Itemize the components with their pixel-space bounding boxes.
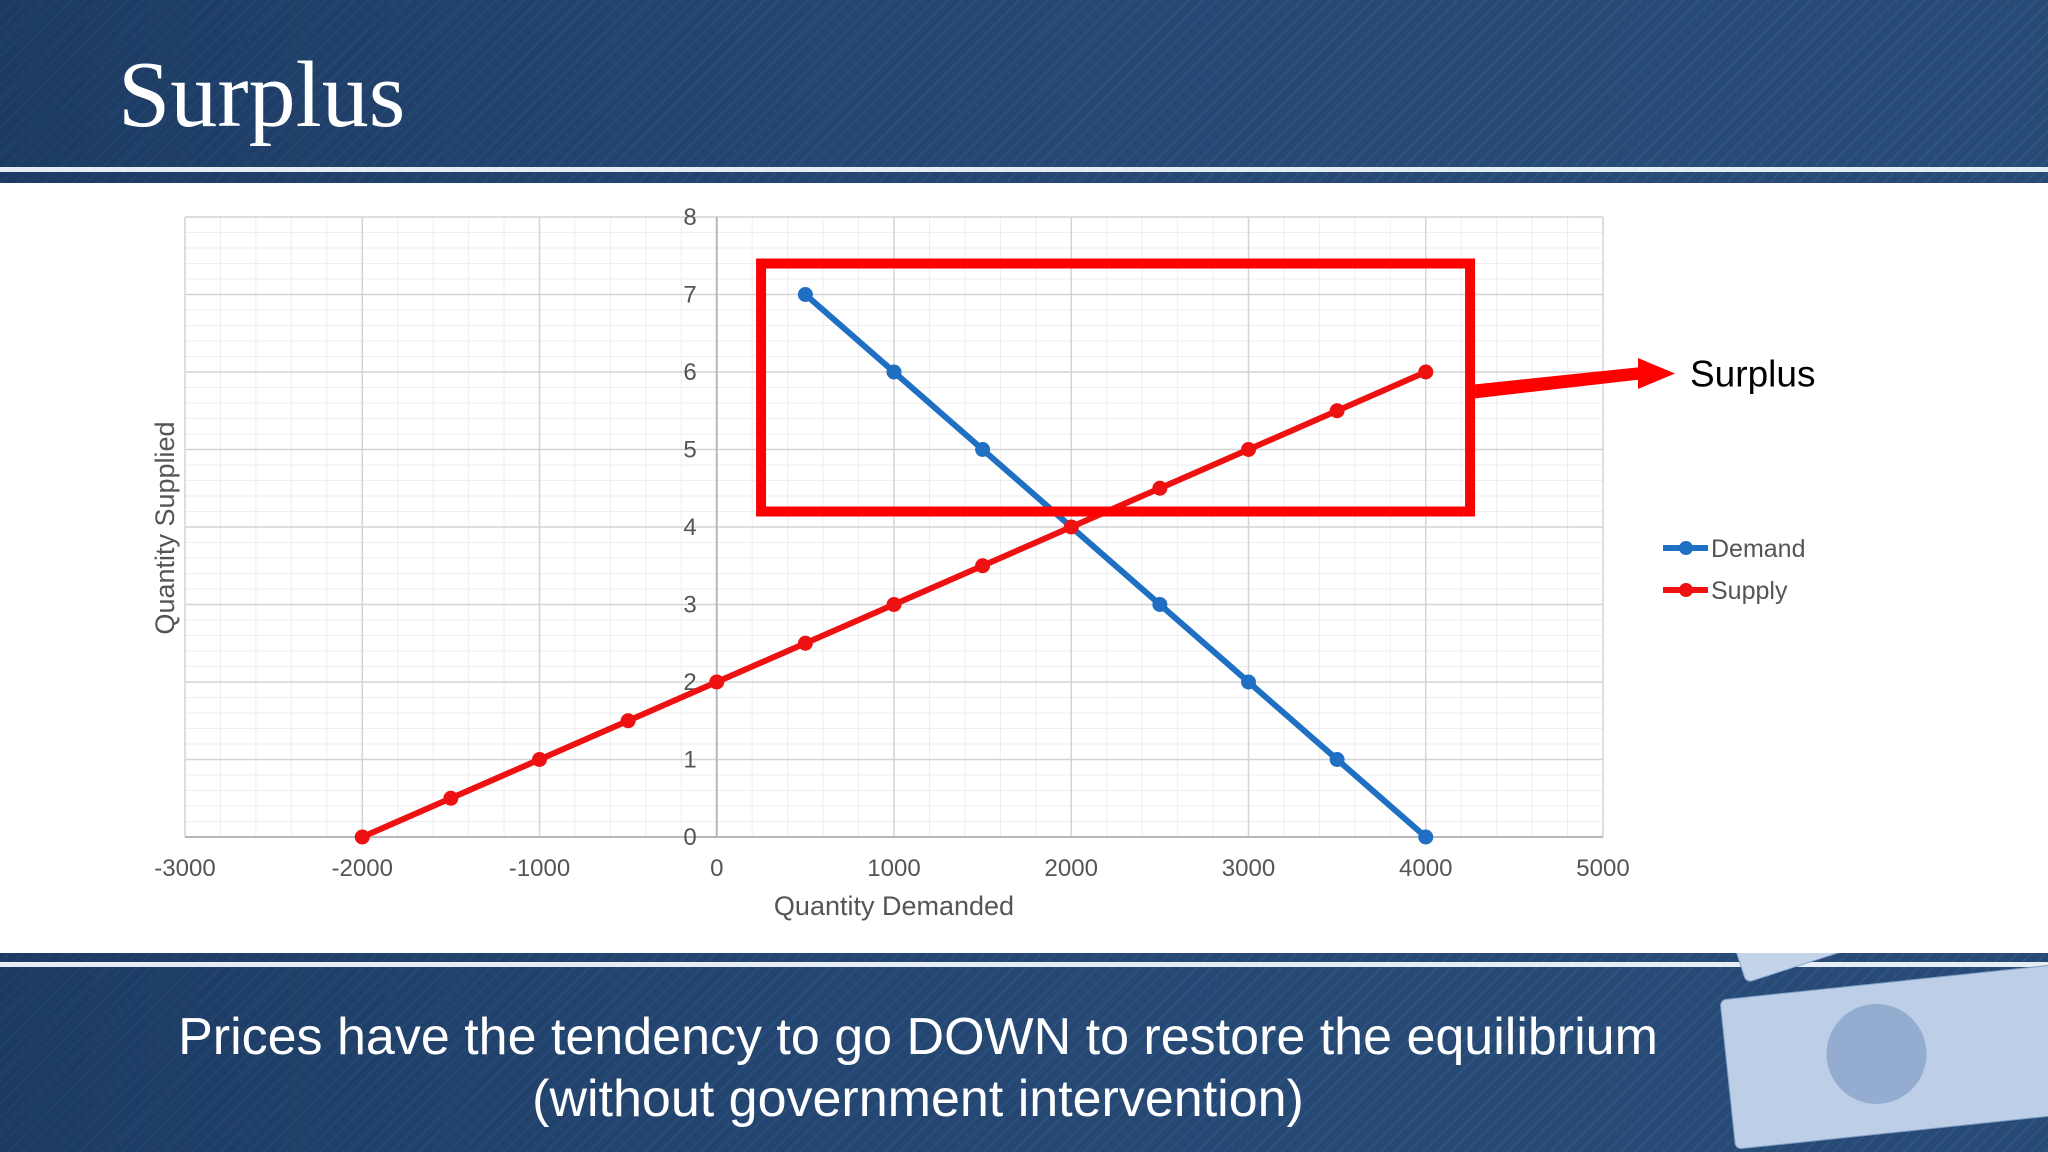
y-tick-label: 8 [683, 204, 696, 231]
y-tick-label: 3 [683, 592, 696, 619]
tick-labels: -3000 -2000 -1000 0 1000 2000 3000 4000 50000123… [154, 204, 1629, 882]
y-tick-label: 7 [683, 282, 696, 309]
demand-point [797, 287, 813, 302]
supply-point [1063, 519, 1079, 535]
demand-point [886, 364, 902, 380]
y-axis-label: Quantity Supplied [150, 421, 180, 634]
caption-line-2: (without government intervention) [532, 1070, 1304, 1128]
demand-point [1152, 597, 1168, 612]
x-tick-label: 2000 [1045, 855, 1098, 882]
x-axis-label: Quantity Demanded [774, 891, 1014, 921]
header-divider [0, 167, 2048, 172]
demand-point [1329, 752, 1345, 767]
demand-point [1241, 674, 1256, 690]
caption: Prices have the tendency to go DOWN to r… [0, 1006, 1836, 1130]
supply-point [797, 635, 813, 651]
supply-point [443, 790, 459, 806]
axes [185, 217, 1603, 838]
legend-demand-label: Demand [1711, 535, 1806, 563]
supply-point [354, 829, 370, 845]
x-tick-label: 1000 [867, 855, 920, 882]
y-tick-label: 4 [683, 514, 696, 541]
surplus-box [756, 258, 1476, 517]
legend-supply-label: Supply [1711, 577, 1788, 605]
demand-point [1418, 829, 1434, 845]
supply-point [1241, 442, 1256, 457]
supply-point [886, 597, 902, 612]
supply-point [1418, 364, 1434, 380]
supply-point [709, 674, 725, 690]
y-tick-label: 6 [683, 359, 696, 386]
demand-point [975, 442, 991, 457]
supply-point [975, 558, 991, 574]
y-tick-label: 1 [683, 747, 696, 774]
legend-demand-marker [1679, 541, 1693, 555]
y-tick-label: 0 [683, 824, 696, 851]
x-tick-label: -3000 [154, 855, 215, 882]
x-tick-label: 4000 [1399, 855, 1452, 882]
x-tick-label: 5000 [1576, 855, 1629, 882]
slide-title: Surplus [118, 43, 406, 147]
surplus-arrow [1475, 358, 1675, 399]
supply-point [532, 752, 547, 767]
x-tick-label: 0 [710, 855, 723, 882]
y-tick-label: 5 [683, 437, 696, 464]
chart-panel [0, 183, 2048, 953]
supply-point [620, 713, 636, 729]
supply-point [1152, 480, 1168, 496]
legend-supply-marker [1679, 583, 1693, 597]
supply-point [1329, 403, 1345, 419]
x-tick-label: -2000 [332, 855, 393, 882]
surplus-label: Surplus [1690, 354, 1815, 395]
footer-divider [0, 962, 2048, 967]
annotation-layer: Surplus [756, 258, 1815, 517]
x-tick-label: 3000 [1222, 855, 1275, 882]
caption-line-1: Prices have the tendency to go DOWN to r… [178, 1008, 1658, 1066]
series-layer [354, 287, 1434, 845]
legend: Demand Supply [1663, 535, 1806, 605]
x-tick-label: -1000 [509, 855, 570, 882]
